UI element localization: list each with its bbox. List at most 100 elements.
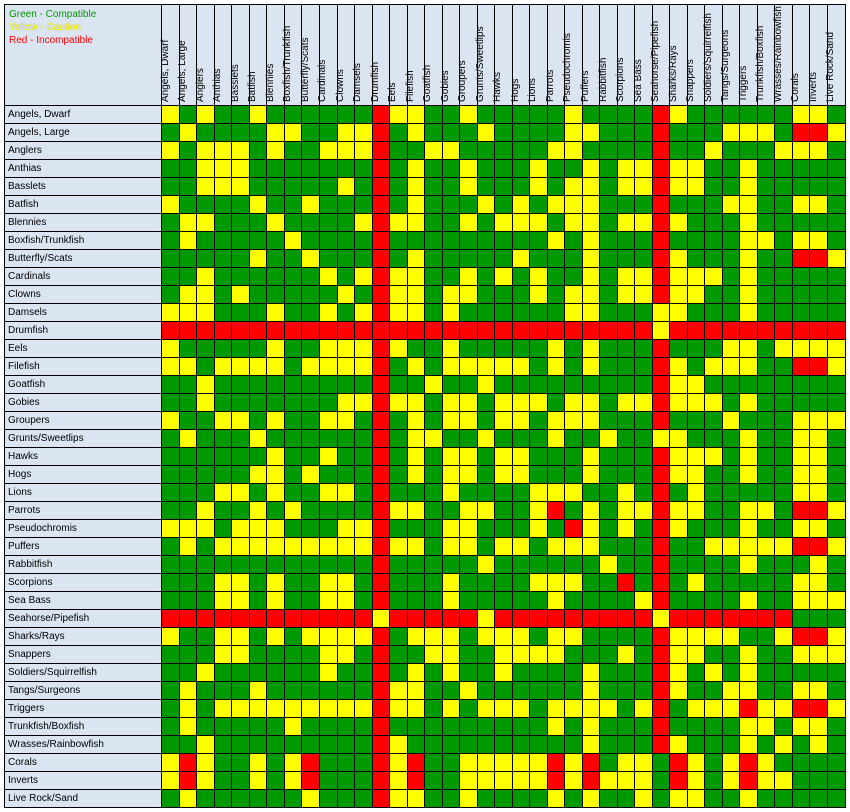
compat-cell bbox=[670, 178, 688, 196]
compat-cell bbox=[460, 322, 478, 340]
compat-cell bbox=[460, 700, 478, 718]
compat-cell bbox=[722, 268, 740, 286]
compat-cell bbox=[635, 412, 653, 430]
compat-cell bbox=[670, 682, 688, 700]
compat-cell bbox=[565, 574, 583, 592]
compat-cell bbox=[214, 358, 232, 376]
compat-cell bbox=[337, 430, 355, 448]
compat-cell bbox=[635, 124, 653, 142]
compat-cell bbox=[442, 484, 460, 502]
compat-cell bbox=[197, 286, 215, 304]
compat-cell bbox=[582, 178, 600, 196]
compat-cell bbox=[442, 376, 460, 394]
compat-cell bbox=[722, 358, 740, 376]
compat-cell bbox=[495, 556, 513, 574]
compat-cell bbox=[249, 214, 267, 232]
compat-cell bbox=[495, 754, 513, 772]
compat-cell bbox=[792, 538, 810, 556]
compat-cell bbox=[617, 124, 635, 142]
compat-cell bbox=[267, 682, 285, 700]
compat-cell bbox=[635, 448, 653, 466]
compat-cell bbox=[827, 502, 845, 520]
compat-cell bbox=[355, 556, 373, 574]
compat-cell bbox=[197, 412, 215, 430]
compat-cell bbox=[635, 592, 653, 610]
compat-cell bbox=[214, 160, 232, 178]
compat-cell bbox=[565, 682, 583, 700]
col-header-label: Filefish bbox=[405, 70, 416, 102]
compat-cell bbox=[792, 304, 810, 322]
compat-cell bbox=[600, 484, 618, 502]
compat-cell bbox=[179, 700, 197, 718]
compat-cell bbox=[810, 664, 828, 682]
compat-cell bbox=[302, 754, 320, 772]
compat-cell bbox=[477, 340, 495, 358]
compat-cell bbox=[740, 466, 758, 484]
compat-cell bbox=[197, 142, 215, 160]
compat-cell bbox=[775, 448, 793, 466]
compat-cell bbox=[442, 304, 460, 322]
col-header-label: Pseudochromis bbox=[562, 33, 573, 102]
compat-cell bbox=[442, 430, 460, 448]
compat-cell bbox=[197, 664, 215, 682]
compat-cell bbox=[512, 124, 530, 142]
compat-cell bbox=[372, 538, 390, 556]
compat-cell bbox=[390, 556, 408, 574]
compat-cell bbox=[284, 304, 302, 322]
compat-cell bbox=[810, 754, 828, 772]
compat-cell bbox=[495, 772, 513, 790]
compat-cell bbox=[372, 196, 390, 214]
compat-cell bbox=[670, 592, 688, 610]
compat-cell bbox=[337, 250, 355, 268]
compat-cell bbox=[810, 124, 828, 142]
compat-cell bbox=[162, 106, 180, 124]
compat-cell bbox=[652, 718, 670, 736]
compat-cell bbox=[792, 160, 810, 178]
compat-cell bbox=[810, 358, 828, 376]
compat-cell bbox=[775, 736, 793, 754]
compat-cell bbox=[722, 466, 740, 484]
compat-cell bbox=[635, 772, 653, 790]
compat-cell bbox=[652, 790, 670, 808]
compat-cell bbox=[617, 340, 635, 358]
compat-cell bbox=[810, 574, 828, 592]
compat-cell bbox=[495, 718, 513, 736]
compat-cell bbox=[600, 772, 618, 790]
compat-cell bbox=[267, 376, 285, 394]
compat-cell bbox=[337, 160, 355, 178]
compat-cell bbox=[390, 484, 408, 502]
compat-cell bbox=[179, 502, 197, 520]
compat-cell bbox=[390, 358, 408, 376]
compat-cell bbox=[827, 700, 845, 718]
compat-cell bbox=[390, 394, 408, 412]
compat-cell bbox=[284, 574, 302, 592]
compat-cell bbox=[460, 430, 478, 448]
compat-cell bbox=[302, 502, 320, 520]
compat-cell bbox=[565, 394, 583, 412]
compat-cell bbox=[670, 754, 688, 772]
compat-cell bbox=[530, 232, 548, 250]
compat-cell bbox=[757, 502, 775, 520]
compat-cell bbox=[390, 106, 408, 124]
compat-cell bbox=[635, 232, 653, 250]
compat-cell bbox=[320, 700, 338, 718]
compat-cell bbox=[810, 790, 828, 808]
compat-cell bbox=[197, 646, 215, 664]
compat-cell bbox=[284, 268, 302, 286]
compat-cell bbox=[600, 520, 618, 538]
compat-cell bbox=[267, 286, 285, 304]
compat-cell bbox=[320, 124, 338, 142]
compat-cell bbox=[249, 538, 267, 556]
compat-cell bbox=[249, 466, 267, 484]
compat-cell bbox=[652, 322, 670, 340]
compat-cell bbox=[179, 214, 197, 232]
compat-cell bbox=[652, 124, 670, 142]
col-header-label: Inverts bbox=[808, 72, 819, 102]
compat-cell bbox=[827, 232, 845, 250]
compat-cell bbox=[179, 736, 197, 754]
compat-cell bbox=[600, 268, 618, 286]
compat-cell bbox=[810, 718, 828, 736]
compat-cell bbox=[372, 682, 390, 700]
compat-cell bbox=[775, 790, 793, 808]
compat-cell bbox=[512, 484, 530, 502]
